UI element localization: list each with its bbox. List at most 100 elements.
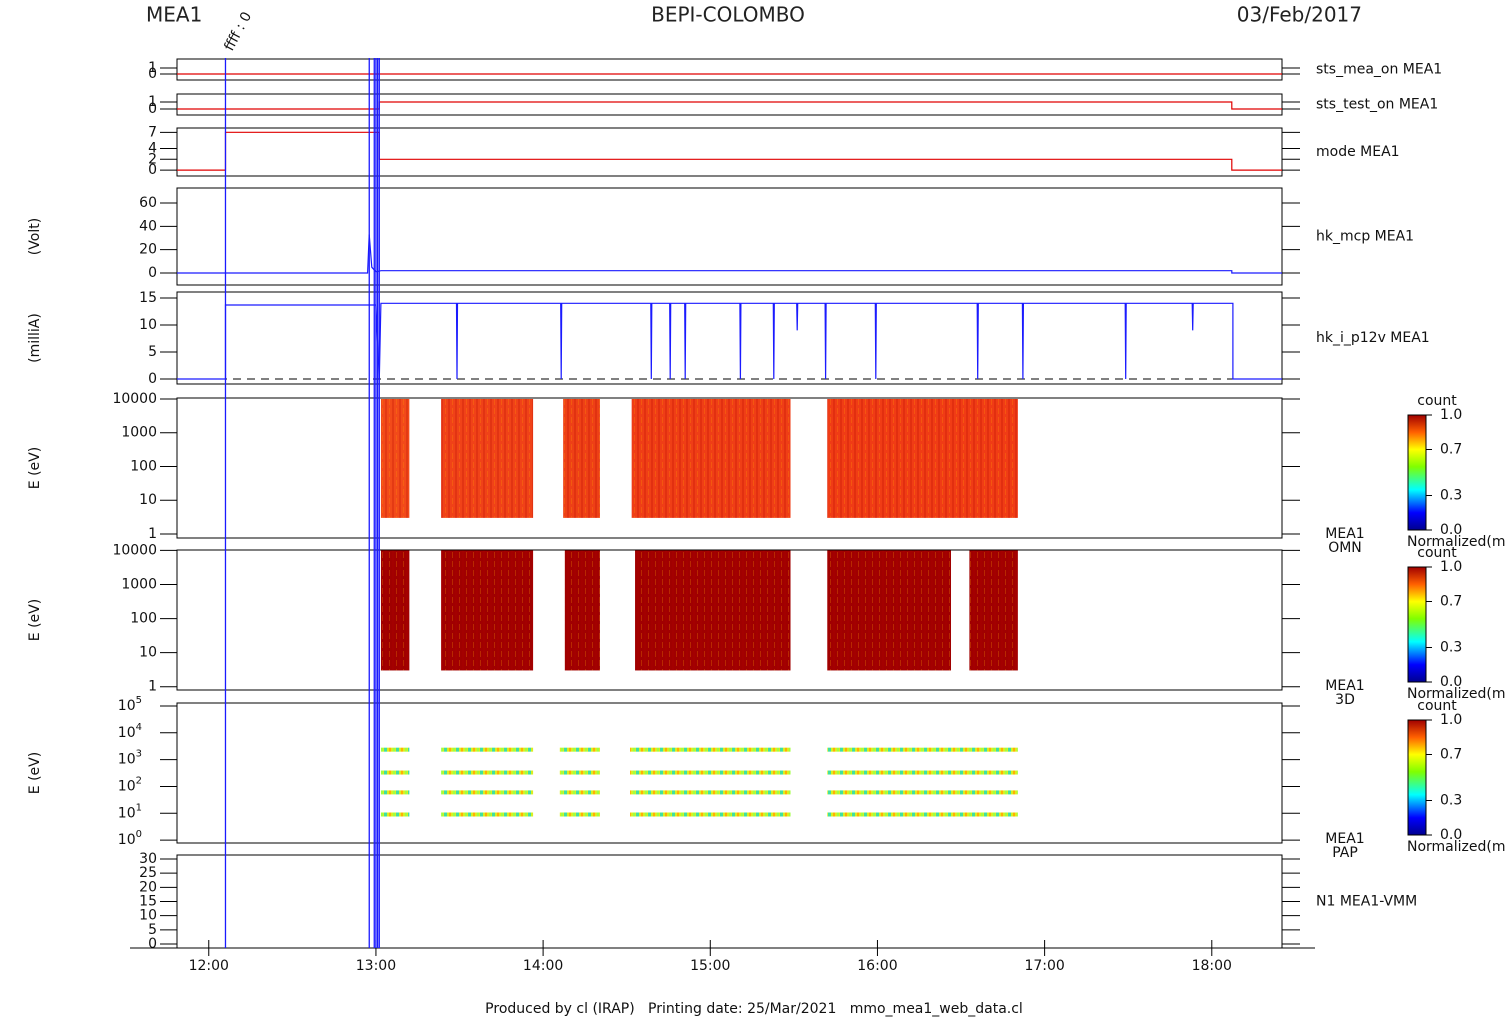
panel-frame bbox=[176, 93, 1283, 116]
panel-frame bbox=[176, 127, 1283, 177]
y-tick-label: 5 bbox=[148, 344, 157, 360]
panel-label: hk_mcp MEA1 bbox=[1316, 229, 1414, 245]
pitch-angle-stripe bbox=[827, 812, 1018, 817]
footer: Produced by cl (IRAP) Printing date: 25/… bbox=[485, 1001, 1023, 1017]
panel-label: PAP bbox=[1332, 845, 1358, 861]
colorbar-caption: Normalized(m bbox=[1407, 534, 1506, 550]
panel-frame bbox=[176, 291, 1283, 385]
y-tick-label: 1 bbox=[148, 679, 157, 695]
y-tick-label: 4 bbox=[148, 140, 157, 156]
x-tick-label: 12:00 bbox=[189, 958, 229, 974]
block-texture bbox=[827, 398, 1018, 518]
pitch-angle-stripe bbox=[559, 812, 600, 817]
block-texture bbox=[380, 398, 410, 518]
y-tick-exponent: 2 bbox=[136, 775, 142, 786]
y-tick-label: 10 bbox=[139, 908, 157, 924]
pitch-angle-stripe bbox=[827, 770, 1018, 775]
colorbar-tick-label: 0.3 bbox=[1440, 793, 1462, 809]
x-tick-label: 15:00 bbox=[690, 958, 730, 974]
y-tick-exponent: 1 bbox=[136, 802, 142, 813]
y-tick-label: 103 bbox=[118, 749, 142, 768]
panel-label: MEA1 bbox=[1325, 526, 1364, 542]
y-tick-label: 100 bbox=[118, 829, 142, 848]
y-tick-label: 5 bbox=[148, 922, 157, 938]
y-tick-label: 20 bbox=[139, 879, 157, 895]
pitch-angle-stripe bbox=[441, 770, 534, 775]
block-texture bbox=[380, 550, 410, 671]
y-axis-label: (milliA) bbox=[27, 313, 43, 363]
y-tick-label: 15 bbox=[139, 290, 157, 306]
series-line bbox=[177, 234, 1282, 274]
y-axis-label: (Volt) bbox=[27, 218, 43, 255]
pitch-angle-stripe bbox=[441, 812, 534, 817]
block-texture bbox=[441, 550, 534, 671]
y-tick-label: 101 bbox=[118, 802, 142, 821]
y-tick-label: 104 bbox=[118, 722, 142, 741]
y-tick-base: 10 bbox=[118, 725, 136, 741]
y-tick-label: 10 bbox=[139, 492, 157, 508]
pitch-angle-stripe bbox=[380, 790, 410, 795]
colorbar-title: count bbox=[1417, 698, 1457, 714]
panel-label: N1 MEA1-VMM bbox=[1316, 894, 1417, 910]
colorbar-tick-label: 0.0 bbox=[1440, 674, 1462, 690]
instrument: MEA1 bbox=[146, 3, 202, 27]
colorbar-tick-label: 0.3 bbox=[1440, 640, 1462, 656]
y-tick-label: 100 bbox=[130, 611, 157, 627]
pitch-angle-stripe bbox=[441, 790, 534, 795]
y-tick-label: 30 bbox=[139, 851, 157, 867]
panel-frame bbox=[176, 702, 1283, 844]
colorbar-title: count bbox=[1417, 393, 1457, 409]
block-texture bbox=[827, 550, 952, 671]
panel-frame bbox=[176, 397, 1283, 539]
y-tick-label: 10000 bbox=[112, 391, 157, 407]
y-tick-label: 10 bbox=[139, 317, 157, 333]
y-tick-exponent: 5 bbox=[136, 695, 142, 706]
series-line bbox=[177, 101, 1282, 110]
colorbar-tick-label: 1.0 bbox=[1440, 712, 1462, 728]
y-tick-label: 0 bbox=[148, 66, 157, 82]
y-tick-exponent: 4 bbox=[136, 722, 142, 733]
pitch-angle-stripe bbox=[630, 790, 791, 795]
colorbar-caption: Normalized(m bbox=[1407, 686, 1506, 702]
colorbar-caption: Normalized(m bbox=[1407, 839, 1506, 855]
pitch-angle-stripe bbox=[559, 790, 600, 795]
pitch-angle-stripe bbox=[630, 812, 791, 817]
colorbar-tick-label: 0.0 bbox=[1440, 522, 1462, 538]
block-texture bbox=[631, 398, 791, 518]
colorbar bbox=[1407, 566, 1427, 683]
y-tick-base: 10 bbox=[118, 778, 136, 794]
y-tick-label: 102 bbox=[118, 775, 142, 794]
panel-label: MEA1 bbox=[1325, 678, 1364, 694]
y-axis-label: E (eV) bbox=[27, 599, 43, 641]
y-tick-label: 1 bbox=[148, 526, 157, 542]
colorbar-title: count bbox=[1417, 545, 1457, 561]
pitch-angle-stripe bbox=[630, 770, 791, 775]
y-tick-label: 1000 bbox=[121, 425, 157, 441]
y-tick-label: 1000 bbox=[121, 577, 157, 593]
y-tick-label: 0 bbox=[148, 936, 157, 952]
x-tick-label: 17:00 bbox=[1024, 958, 1064, 974]
panel-label: sts_mea_on MEA1 bbox=[1316, 62, 1442, 78]
y-tick-label: 0 bbox=[148, 101, 157, 117]
y-tick-label: 0 bbox=[148, 371, 157, 387]
date: 03/Feb/2017 bbox=[1237, 3, 1362, 27]
y-tick-label: 1 bbox=[148, 94, 157, 110]
y-tick-label: 0 bbox=[148, 162, 157, 178]
x-tick-label: 14:00 bbox=[523, 958, 563, 974]
y-tick-label: 2 bbox=[148, 151, 157, 167]
pitch-angle-stripe bbox=[441, 747, 534, 752]
pitch-angle-stripe bbox=[559, 770, 600, 775]
y-axis-label: E (eV) bbox=[27, 752, 43, 794]
pitch-angle-stripe bbox=[559, 747, 600, 752]
x-tick-label: 13:00 bbox=[356, 958, 396, 974]
pitch-angle-stripe bbox=[380, 812, 410, 817]
y-axis-label: E (eV) bbox=[27, 447, 43, 489]
y-tick-exponent: 3 bbox=[136, 749, 142, 760]
colorbar bbox=[1407, 719, 1427, 836]
y-tick-label: 60 bbox=[139, 195, 157, 211]
colorbar-tick-label: 1.0 bbox=[1440, 559, 1462, 575]
y-tick-exponent: 0 bbox=[136, 829, 142, 840]
y-tick-label: 100 bbox=[130, 458, 157, 474]
panel-label: 3D bbox=[1335, 692, 1355, 708]
